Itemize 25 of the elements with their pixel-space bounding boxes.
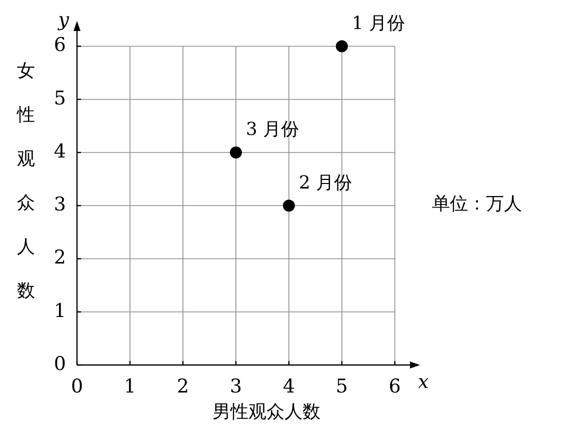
point [336,40,348,52]
y-tick-label: 5 [54,87,66,110]
x-tick-label: 0 [70,375,84,398]
x-axis-title: x [418,370,429,393]
y-tick-label: 6 [54,34,66,56]
x-tick-label: 3 [230,375,242,398]
text: 单位：万人 [432,194,522,215]
y-tick-label: 2 [54,246,66,269]
y-tick-label: 4 [54,140,66,162]
x-tick-label: 1 [124,375,136,398]
annotation: 1 月份 [352,12,406,34]
annotation: 3 月份 [246,119,300,140]
x-tick-label: 6 [388,375,401,398]
y-tick-label: 3 [54,194,66,216]
x-tick-label: 4 [282,375,295,398]
y-tick-label: 1 [54,300,66,322]
text: 女性观众人数 [17,60,35,302]
text: 男性观众人数 [212,402,320,423]
point [230,146,242,158]
point [282,200,295,212]
x-tick-label: 5 [336,375,348,398]
y-axis-title: y [57,8,70,31]
annotation: 2 月份 [298,172,352,194]
x-tick-label: 2 [176,375,189,398]
y-tick-label: 0 [54,352,66,375]
